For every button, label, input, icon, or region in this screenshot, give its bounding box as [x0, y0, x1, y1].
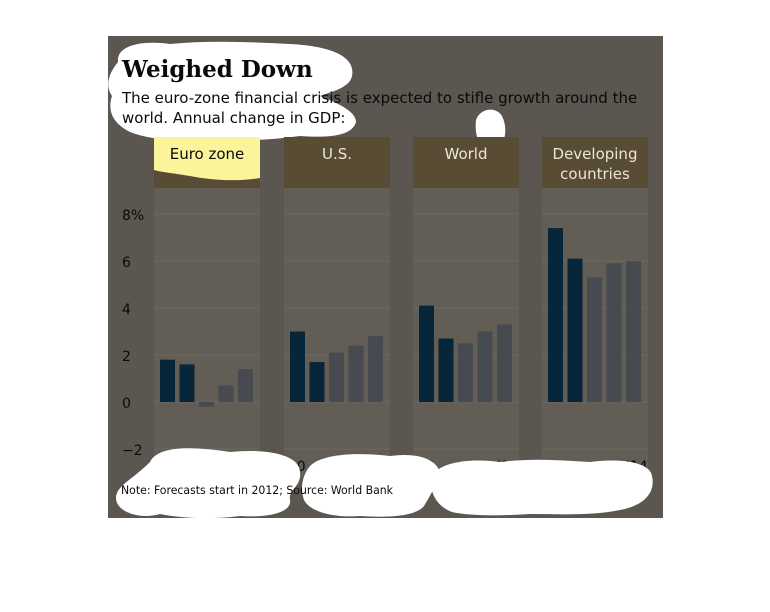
- bar: [606, 263, 622, 402]
- y-tick-label: 2: [122, 349, 131, 365]
- bar: [290, 331, 305, 402]
- bar: [309, 362, 325, 402]
- panel-title: Euro zone: [170, 145, 245, 163]
- bar: [477, 331, 493, 402]
- paint-blob: [430, 459, 653, 516]
- bar: [179, 364, 195, 402]
- white-paint-blobs: [108, 41, 653, 519]
- y-tick-label: −2: [122, 443, 143, 459]
- bar: [199, 402, 214, 407]
- bar: [238, 369, 253, 402]
- bar: [567, 258, 583, 402]
- panel-header: [413, 137, 519, 188]
- panel-title: countries: [560, 165, 630, 183]
- panel-title: World: [445, 145, 488, 163]
- panel-title: Developing: [553, 145, 638, 163]
- panel-headers: Euro zone U.S. World Developing countries: [154, 137, 648, 188]
- chart-title: Weighed Down: [121, 56, 313, 83]
- paint-blob: [116, 448, 301, 519]
- bar: [329, 352, 344, 402]
- y-axis-tick-labels: −2 0 2 4 6 8%: [122, 208, 144, 459]
- bar: [548, 228, 563, 402]
- y-tick-label: 8%: [122, 208, 144, 224]
- bar: [438, 338, 454, 402]
- bar: [160, 359, 175, 402]
- panel-title: U.S.: [322, 145, 352, 163]
- y-tick-label: 6: [122, 255, 131, 271]
- chart-note: Note: Forecasts start in 2012; Source: W…: [121, 483, 393, 497]
- subtitle-line-2: world. Annual change in GDP:: [122, 109, 345, 127]
- bar: [458, 343, 473, 402]
- paint-blob: [108, 41, 356, 141]
- bar: [497, 324, 512, 402]
- chart-subtitle: The euro-zone financial crisis is expect…: [121, 89, 642, 127]
- highlight-blob: [154, 137, 260, 181]
- bar: [587, 277, 602, 402]
- bar: [218, 385, 234, 402]
- y-tick-label: 4: [122, 302, 131, 318]
- bars: [160, 228, 641, 407]
- y-tick-label: 0: [122, 396, 131, 412]
- panel-header: [284, 137, 390, 188]
- bar: [348, 345, 364, 402]
- bar: [368, 336, 383, 402]
- bar: [419, 305, 434, 402]
- subtitle-line-1: The euro-zone financial crisis is expect…: [121, 89, 637, 107]
- bar: [626, 261, 641, 402]
- panel-header: [542, 137, 648, 188]
- paint-blob: [302, 454, 440, 517]
